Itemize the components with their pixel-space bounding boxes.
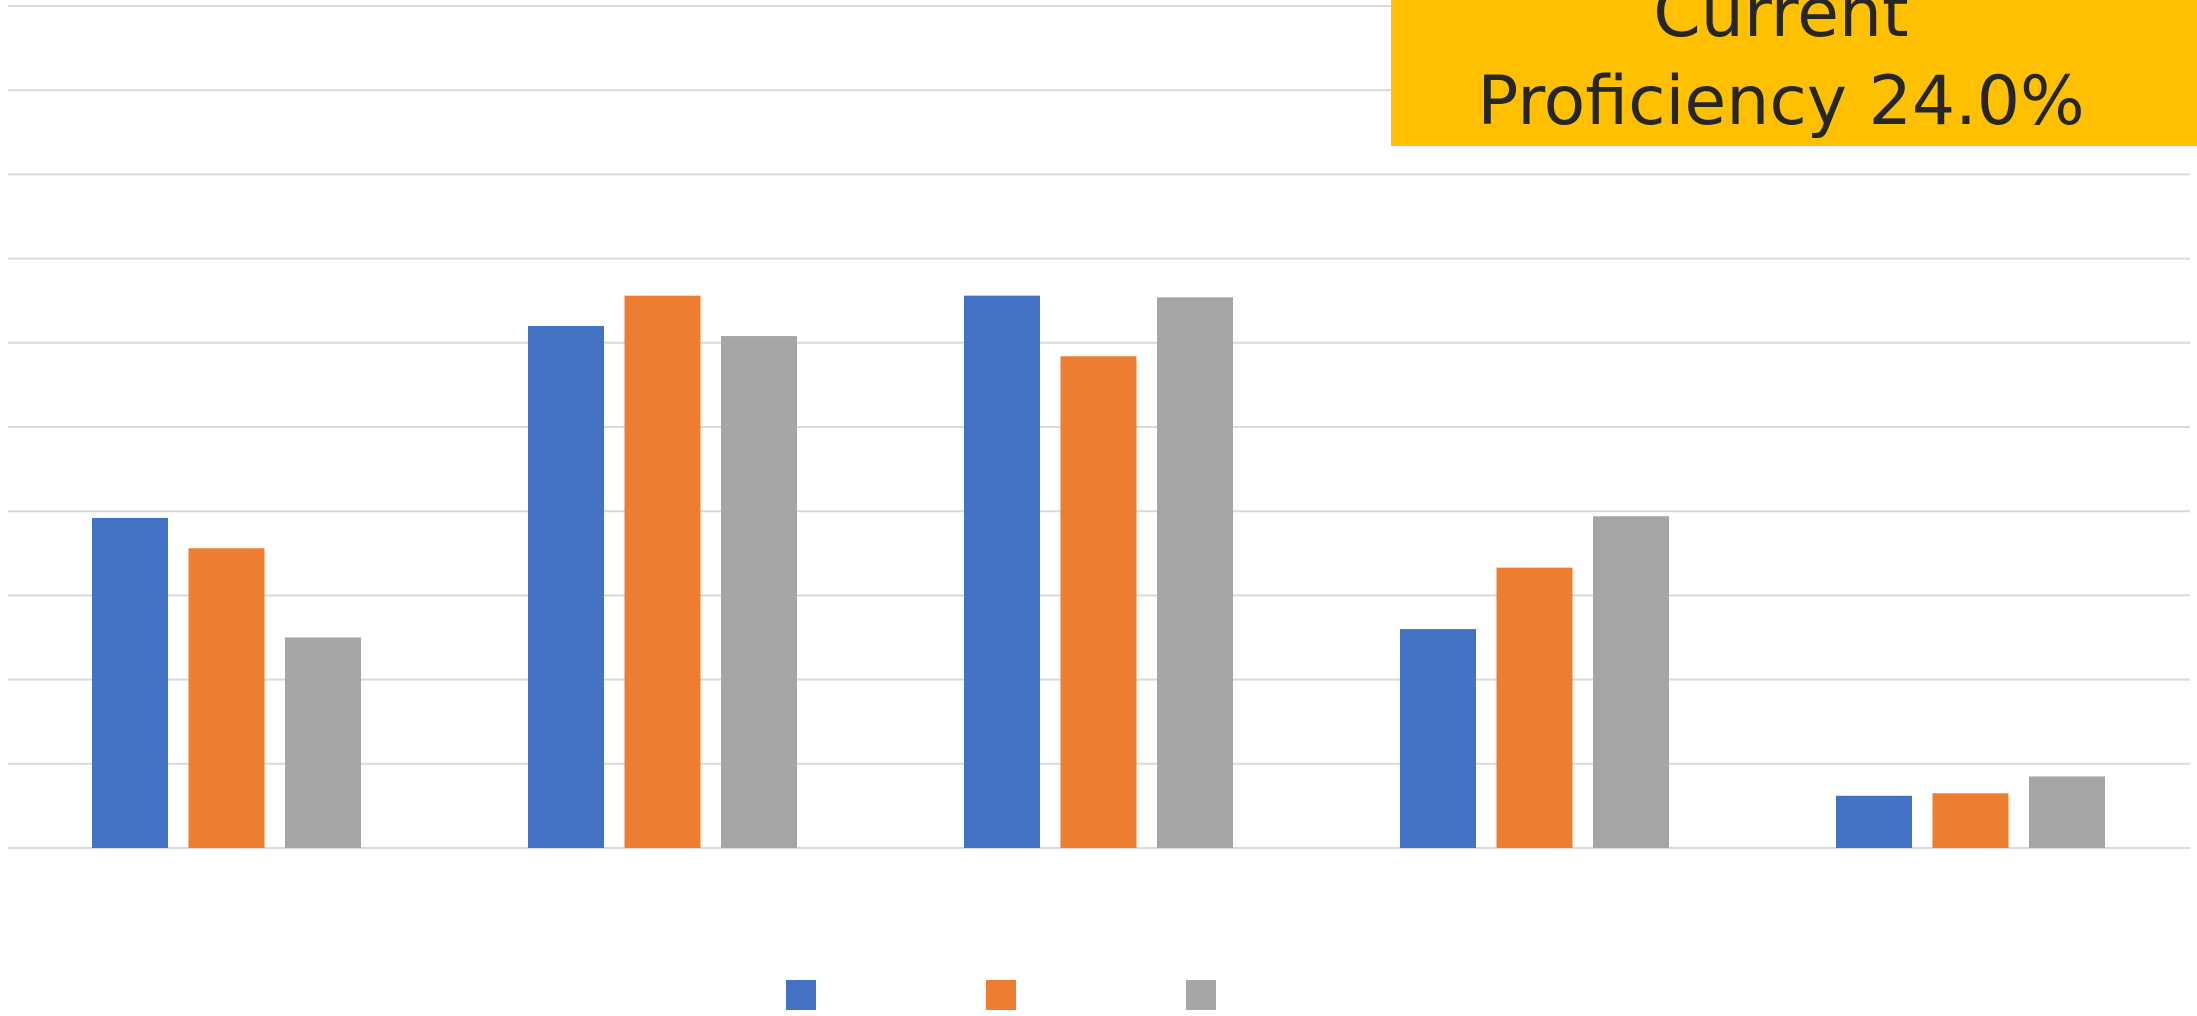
bar-series-3-group-3 bbox=[1157, 297, 1233, 848]
bar-series-3-group-1 bbox=[285, 638, 361, 849]
bar-series-1-group-4 bbox=[1400, 629, 1476, 848]
callout-line-1: Current bbox=[1391, 0, 2171, 58]
bar-series-2-group-4 bbox=[1497, 568, 1573, 848]
legend bbox=[786, 980, 1216, 1010]
bar-series-3-group-5 bbox=[2029, 776, 2105, 848]
bar-series-1-group-3 bbox=[964, 296, 1040, 848]
legend-swatch-series-3 bbox=[1186, 980, 1216, 1010]
legend-swatch-series-2 bbox=[986, 980, 1016, 1010]
bar-series-2-group-5 bbox=[1933, 793, 2009, 848]
bar-series-3-group-4 bbox=[1593, 516, 1669, 848]
proficiency-callout: Current Proficiency 24.0% bbox=[1391, 0, 2197, 146]
bar-series-1-group-1 bbox=[92, 518, 168, 848]
bars bbox=[92, 296, 2105, 848]
bar-series-2-group-1 bbox=[189, 548, 265, 848]
legend-swatch-series-1 bbox=[786, 980, 816, 1010]
bar-series-1-group-2 bbox=[528, 326, 604, 848]
bar-series-1-group-5 bbox=[1836, 796, 1912, 848]
callout-line-2: Proficiency 24.0% bbox=[1391, 58, 2171, 146]
bar-series-2-group-2 bbox=[625, 296, 701, 848]
bar-series-3-group-2 bbox=[721, 336, 797, 848]
bar-series-2-group-3 bbox=[1061, 356, 1137, 848]
